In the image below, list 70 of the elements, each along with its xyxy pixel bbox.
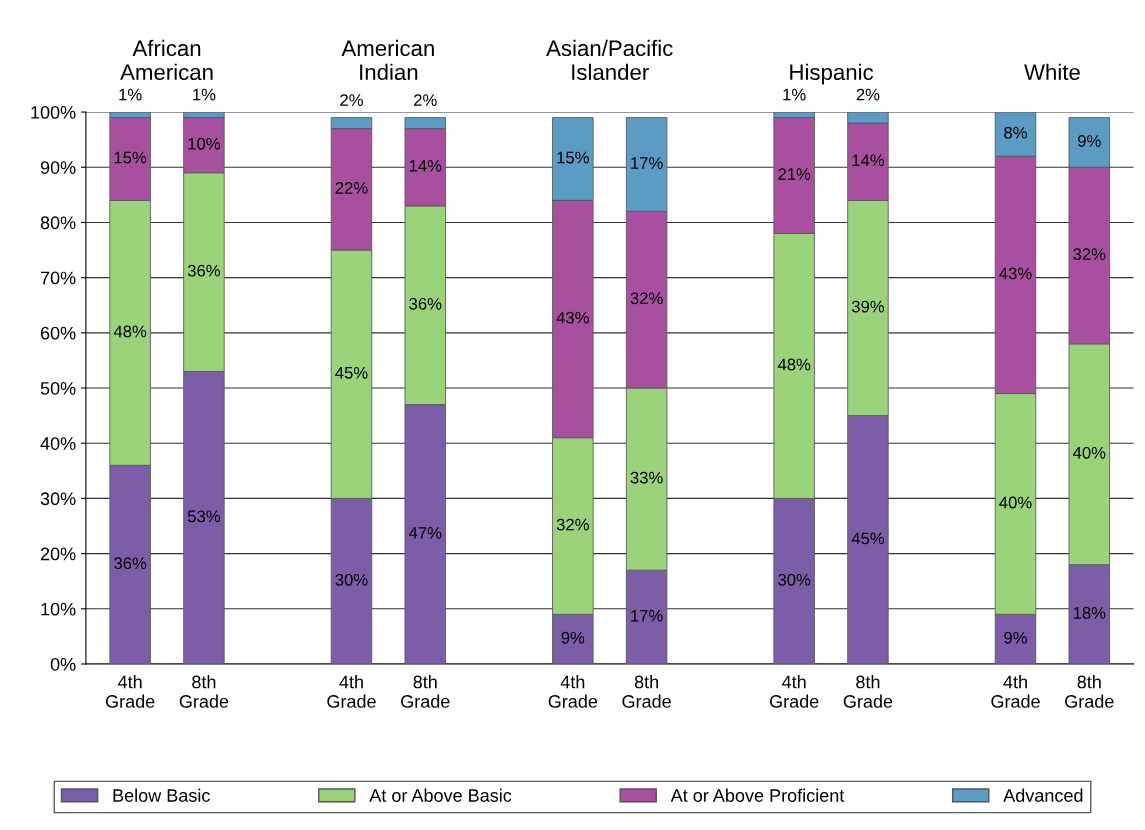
y-tick-label: 90% bbox=[40, 161, 76, 174]
data-label: 36% bbox=[187, 264, 221, 277]
data-label: 43% bbox=[556, 311, 589, 324]
legend-label: At or Above Proficient bbox=[670, 788, 845, 802]
data-label: 17% bbox=[631, 609, 663, 622]
y-tick-label: 30% bbox=[40, 492, 76, 506]
data-label: 36% bbox=[114, 557, 147, 570]
data-label: 18% bbox=[1073, 607, 1106, 619]
data-label: 9% bbox=[561, 631, 585, 644]
data-label: 45% bbox=[851, 532, 885, 545]
text: Asian/Pacific Islander bbox=[546, 39, 673, 81]
y-tick-label: 60% bbox=[40, 326, 76, 340]
y-tick-label: 10% bbox=[41, 602, 76, 616]
y-tick-label: 40% bbox=[40, 437, 76, 450]
y-tick-label: 80% bbox=[40, 216, 76, 230]
legend-label: At or Above Basic bbox=[369, 788, 512, 802]
data-label: 15% bbox=[114, 151, 147, 164]
x-tick-label: 4th Grade bbox=[105, 675, 155, 708]
data-label: 8% bbox=[1004, 126, 1027, 139]
data-label: 14% bbox=[852, 154, 885, 167]
data-label: 2% bbox=[856, 88, 880, 101]
x-tick-label: 8th Grade bbox=[401, 675, 450, 708]
text: Hispanic bbox=[790, 63, 874, 85]
data-label: 15% bbox=[557, 151, 589, 164]
data-label: 17% bbox=[631, 157, 663, 169]
data-label: 48% bbox=[113, 325, 147, 338]
y-tick-label: 70% bbox=[40, 271, 76, 285]
data-label: 39% bbox=[851, 300, 885, 313]
data-label: 1% bbox=[193, 88, 216, 101]
data-label: 22% bbox=[335, 181, 368, 194]
data-label: 10% bbox=[188, 137, 221, 150]
x-tick-label: 8th Grade bbox=[622, 675, 671, 708]
data-label: 40% bbox=[1072, 446, 1106, 459]
x-tick-label: 4th Grade bbox=[769, 675, 819, 708]
text: White bbox=[1024, 63, 1080, 81]
x-tick-label: 4th Grade bbox=[548, 675, 598, 708]
data-label: 30% bbox=[335, 573, 368, 586]
legend-label: Below Basic bbox=[113, 788, 210, 802]
data-label: 33% bbox=[630, 471, 663, 484]
data-label: 30% bbox=[778, 573, 811, 586]
y-tick-label: 50% bbox=[40, 381, 76, 395]
y-tick-label: 100% bbox=[31, 105, 76, 119]
data-label: 40% bbox=[999, 496, 1032, 509]
data-label: 2% bbox=[414, 94, 437, 106]
data-label: 14% bbox=[409, 159, 442, 172]
data-label: 21% bbox=[778, 168, 811, 180]
y-tick-label: 20% bbox=[40, 547, 76, 561]
text: African American bbox=[120, 39, 213, 81]
legend-label: Advanced bbox=[1003, 788, 1083, 802]
x-tick-label: 4th Grade bbox=[991, 675, 1040, 708]
data-label: 32% bbox=[1073, 248, 1106, 261]
x-tick-label: 8th Grade bbox=[179, 675, 229, 708]
x-tick-label: 8th Grade bbox=[843, 675, 893, 708]
data-label: 48% bbox=[777, 358, 811, 371]
data-label: 53% bbox=[187, 510, 221, 523]
data-label: 43% bbox=[999, 267, 1032, 280]
data-label: 45% bbox=[335, 366, 368, 379]
data-label: 2% bbox=[340, 94, 363, 106]
x-tick-label: 8th Grade bbox=[1065, 675, 1114, 708]
data-label: 47% bbox=[408, 527, 442, 539]
y-tick-label: 0% bbox=[50, 657, 76, 671]
data-label: 9% bbox=[1078, 135, 1101, 147]
data-label: 32% bbox=[556, 518, 589, 531]
data-label: 36% bbox=[409, 297, 442, 310]
x-tick-label: 4th Grade bbox=[327, 675, 376, 708]
data-label: 32% bbox=[630, 292, 663, 305]
data-label: 1% bbox=[783, 88, 806, 101]
data-label: 9% bbox=[1004, 631, 1027, 644]
text: American Indian bbox=[341, 39, 434, 81]
data-label: 1% bbox=[119, 88, 142, 101]
